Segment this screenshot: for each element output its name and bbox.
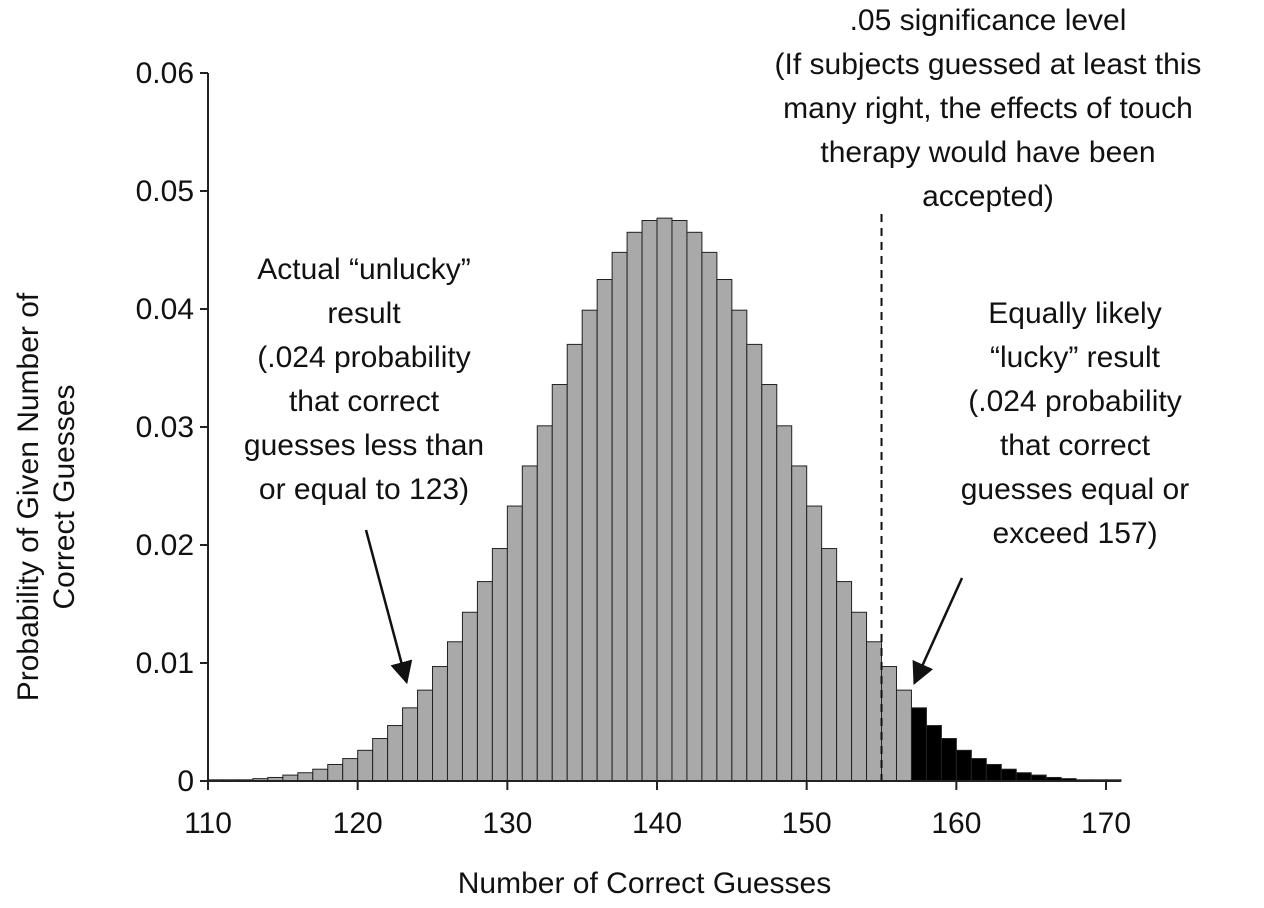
unlucky-annotation-line: or equal to 123) [259, 473, 469, 506]
lucky-annotation-line: exceed 157) [992, 517, 1157, 550]
bar [402, 707, 419, 782]
bar [656, 217, 673, 782]
bar-lucky [910, 707, 927, 782]
bar [387, 725, 404, 782]
bar [806, 505, 823, 782]
bar [746, 343, 763, 782]
x-tick-label: 170 [1081, 807, 1131, 840]
bar [836, 581, 853, 782]
bar [342, 758, 359, 782]
bar [701, 251, 718, 782]
bar [297, 772, 314, 782]
lucky-annotation-line: guesses equal or [961, 473, 1190, 506]
y-tick-label: 0.05 [136, 175, 194, 208]
bar [521, 465, 538, 782]
bar [581, 309, 598, 782]
bars-group [207, 217, 1122, 782]
unlucky-annotation: Actual “unlucky” result (.024 probability t… [244, 253, 484, 506]
significance-annotation-line: therapy would have been [820, 136, 1155, 169]
y-tick-label: 0.06 [136, 57, 194, 90]
bar [895, 689, 912, 782]
bar-lucky [985, 763, 1002, 782]
bar [716, 279, 733, 782]
x-axis-title: Number of Correct Guesses [458, 867, 831, 900]
x-tick-label: 110 [184, 807, 232, 840]
axes-group: 0 0.01 0.02 0.03 0.04 0.05 0.06 110 120 130 140 150… [12, 57, 1131, 900]
bar [417, 689, 434, 782]
unlucky-annotation-line: guesses less than [244, 429, 484, 462]
x-tick-label: 160 [931, 807, 981, 840]
bar [476, 581, 493, 782]
lucky-annotation-line: Equally likely [988, 297, 1161, 330]
bar [791, 465, 808, 782]
bar-lucky [1015, 772, 1032, 782]
y-tick-label: 0.01 [136, 647, 194, 680]
x-tick-label: 150 [782, 807, 832, 840]
bar [312, 768, 329, 782]
bar-lucky [955, 749, 972, 782]
x-tick-label: 140 [632, 807, 682, 840]
bar [731, 309, 748, 782]
bar [851, 611, 868, 782]
lucky-annotation-line: (.024 probability [968, 385, 1181, 418]
bar [611, 251, 628, 782]
bar-lucky [925, 725, 942, 782]
significance-annotation-line: accepted) [922, 180, 1054, 213]
bar [686, 231, 703, 782]
bar-lucky [1000, 768, 1017, 782]
unlucky-annotation-line: (.024 probability [257, 341, 470, 374]
x-tick-label: 120 [333, 807, 383, 840]
bar [596, 279, 613, 782]
lucky-arrow [912, 577, 964, 686]
bar [327, 763, 344, 782]
bar [881, 666, 897, 782]
bar [506, 505, 523, 782]
annotations-group: .05 significance level (If subjects guess… [244, 4, 1202, 686]
bar [491, 548, 508, 782]
bar [461, 611, 478, 782]
bar [446, 641, 463, 782]
bar [357, 749, 374, 782]
y-axis-title-line: Correct Guesses [48, 384, 81, 609]
unlucky-arrow [364, 529, 413, 685]
bar [626, 231, 643, 782]
unlucky-annotation-line: Actual “unlucky” [257, 253, 470, 286]
y-tick-label: 0.03 [136, 411, 194, 444]
bar-lucky [940, 738, 957, 782]
significance-annotation-line: (If subjects guessed at least this [775, 48, 1202, 81]
y-axis-title-line: Probability of Given Number of [12, 292, 45, 701]
bar [671, 220, 688, 782]
unlucky-annotation-line: result [327, 297, 401, 330]
significance-annotation-line: many right, the effects of touch [783, 92, 1193, 125]
lucky-annotation-line: “lucky” result [990, 341, 1161, 374]
y-axis-title: Probability of Given Number of Correct Gu… [12, 292, 81, 701]
lucky-annotation: Equally likely “lucky” result (.024 probab… [961, 297, 1190, 550]
bar [866, 641, 883, 782]
bar [776, 425, 793, 782]
bar [641, 220, 658, 782]
x-tick-label: 130 [482, 807, 532, 840]
bar [566, 343, 583, 782]
y-tick-label: 0.04 [136, 293, 194, 326]
bar [372, 738, 389, 782]
significance-annotation: .05 significance level (If subjects guess… [775, 4, 1202, 213]
lucky-annotation-line: that correct [1000, 429, 1151, 462]
y-tick-label: 0.02 [136, 529, 194, 562]
bar [551, 384, 568, 782]
bar [761, 384, 778, 782]
bar [536, 425, 553, 782]
bar-lucky [970, 758, 987, 782]
bar [821, 548, 838, 782]
y-tick-label: 0 [177, 765, 194, 798]
significance-annotation-line: .05 significance level [850, 4, 1127, 37]
unlucky-annotation-line: that correct [289, 385, 440, 418]
bar [432, 666, 448, 782]
